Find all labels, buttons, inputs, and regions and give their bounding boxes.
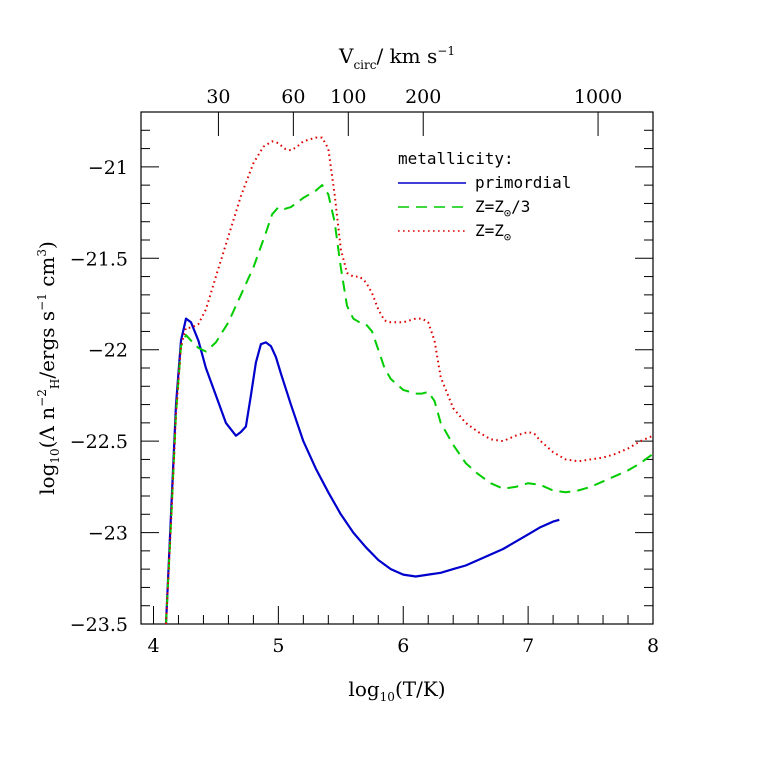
top-tick-label: 200: [405, 86, 441, 108]
legend: metallicity: primordial Z=Z⊙/3Z=Z⊙: [398, 149, 571, 244]
legend-entry-label: Z=Z⊙/3: [475, 197, 530, 220]
top-tick-label: 100: [330, 86, 366, 108]
y-tick-label: −21.5: [70, 248, 128, 270]
x-tick-label: 5: [272, 635, 284, 657]
y-tick-label: −21: [88, 157, 128, 179]
legend-title: metallicity:: [398, 149, 514, 168]
series-line-0: [164, 317, 560, 625]
x-tick-label: 7: [522, 635, 534, 657]
series-line-1: [165, 184, 654, 625]
y-tick-label: −23.5: [70, 614, 128, 636]
x-tick-label: 8: [647, 635, 659, 657]
top-tick-label: 1000: [574, 86, 622, 108]
axis-ticks: [141, 111, 654, 625]
axis-titles: log10(T/K) Vcirc/ km s−1 log10(Λ n−2H/ergs…: [35, 44, 455, 704]
y-tick-label: −22: [88, 340, 128, 362]
legend-entry-label: primordial: [475, 173, 571, 192]
y-tick-label: −22.5: [70, 431, 128, 453]
x-tick-label: 6: [397, 635, 409, 657]
tick-labels: 4 5 6 7 8 −21 −21.5 −22 −22.5 −23 −23.5 30 60 100 200 1…: [70, 86, 659, 657]
top-tick-label: 60: [281, 86, 305, 108]
y-tick-label: −23: [88, 523, 128, 545]
x-tick-label: 4: [147, 635, 159, 657]
top-tick-label: 30: [206, 86, 230, 108]
series-lines: [164, 136, 654, 625]
top-axis-title: Vcirc/ km s−1: [338, 44, 455, 72]
x-axis-title: log10(T/K): [348, 677, 445, 704]
plot-frame: [140, 111, 654, 625]
legend-entry-label: Z=Z⊙: [475, 221, 511, 244]
series-line-2: [165, 136, 654, 625]
y-axis-title: log10(Λ n−2H/ergs s−1 cm3): [35, 241, 62, 495]
